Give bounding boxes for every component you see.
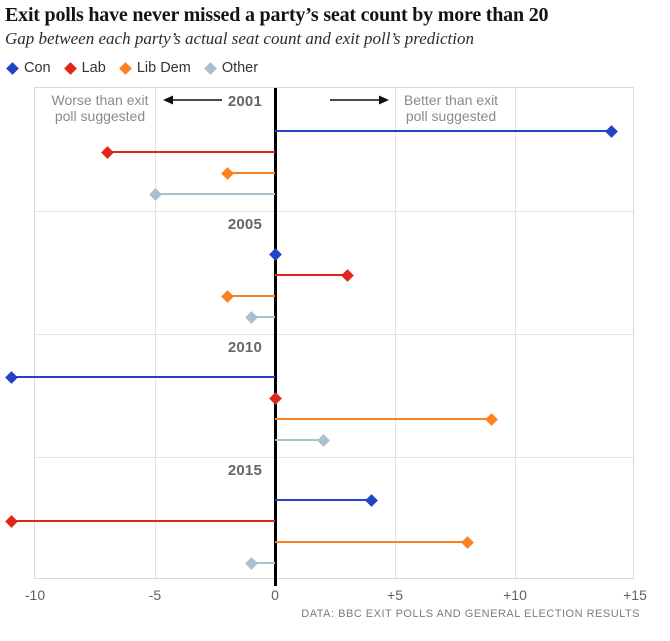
point-lib-dem-2015 bbox=[460, 535, 474, 549]
point-other-2015 bbox=[244, 556, 258, 570]
stem-lab-2015 bbox=[11, 520, 275, 522]
annotation-worse: Worse than exit poll suggested bbox=[51, 92, 149, 124]
point-other-2001 bbox=[148, 187, 162, 201]
stem-lab-2005 bbox=[275, 274, 347, 276]
legend-item-con: Con bbox=[6, 60, 51, 76]
stem-lab-2001 bbox=[107, 151, 275, 153]
point-lib-dem-2001 bbox=[220, 166, 234, 180]
point-other-2005 bbox=[244, 310, 258, 324]
stem-con-2001 bbox=[275, 130, 611, 132]
stem-con-2010 bbox=[11, 376, 275, 378]
stem-other-2015 bbox=[251, 562, 275, 564]
point-con-2005 bbox=[268, 247, 282, 261]
diamond-icon bbox=[6, 61, 19, 75]
x-tick-label-plus5: +5 bbox=[387, 587, 403, 603]
legend-label: Lab bbox=[81, 60, 106, 76]
diamond-icon bbox=[63, 61, 77, 75]
stem-lib-dem-2015 bbox=[275, 541, 467, 543]
legend-label: Lib Dem bbox=[136, 60, 191, 76]
chart-title: Exit polls have never missed a party’s s… bbox=[5, 4, 549, 26]
data-source-note: DATA: BBC EXIT POLLS AND GENERAL ELECTIO… bbox=[301, 608, 640, 620]
chart-subtitle: Gap between each party’s actual seat cou… bbox=[5, 29, 474, 48]
stem-lib-dem-2005 bbox=[227, 295, 275, 297]
point-lab-2015 bbox=[4, 514, 18, 528]
zero-axis-line bbox=[273, 88, 277, 586]
x-tick-label-plus10: +10 bbox=[503, 587, 527, 603]
year-label-2005: 2005 bbox=[227, 216, 262, 233]
year-label-2010: 2010 bbox=[227, 339, 262, 356]
point-lab-2001 bbox=[100, 145, 114, 159]
point-lab-2010 bbox=[268, 391, 282, 405]
legend-item-lib-dem: Lib Dem bbox=[118, 60, 191, 76]
left-arrow-icon bbox=[163, 95, 222, 105]
point-lab-2005 bbox=[340, 268, 354, 282]
point-con-2015 bbox=[364, 493, 378, 507]
point-con-2001 bbox=[604, 124, 618, 138]
point-other-2010 bbox=[316, 433, 330, 447]
legend-item-lab: Lab bbox=[63, 60, 106, 76]
gridline-horizontal bbox=[35, 211, 635, 212]
stem-other-2010 bbox=[275, 439, 323, 441]
gridline-horizontal bbox=[35, 334, 635, 335]
diamond-icon bbox=[203, 61, 217, 75]
x-tick-label-minus10: -10 bbox=[24, 587, 46, 603]
point-lib-dem-2005 bbox=[220, 289, 234, 303]
x-tick-label-minus5: -5 bbox=[148, 587, 162, 603]
year-label-2015: 2015 bbox=[227, 462, 262, 479]
stem-lib-dem-2001 bbox=[227, 172, 275, 174]
stem-lib-dem-2010 bbox=[275, 418, 491, 420]
x-tick-label-plus15: +15 bbox=[623, 587, 647, 603]
right-arrow-icon bbox=[330, 95, 389, 105]
point-lib-dem-2010 bbox=[484, 412, 498, 426]
plot-area: Worse than exit poll suggested Better th… bbox=[4, 87, 647, 603]
annotation-better: Better than exit poll suggested bbox=[403, 92, 499, 124]
stem-other-2001 bbox=[155, 193, 275, 195]
legend-label: Con bbox=[24, 60, 51, 76]
legend: Con Lab Lib Dem Other bbox=[6, 60, 259, 76]
stem-other-2005 bbox=[251, 316, 275, 318]
stem-con-2015 bbox=[275, 499, 371, 501]
year-label-2001: 2001 bbox=[227, 93, 262, 110]
legend-item-other: Other bbox=[203, 60, 259, 76]
diamond-icon bbox=[118, 61, 132, 75]
x-tick-label-0: 0 bbox=[271, 587, 279, 603]
legend-label: Other bbox=[221, 60, 259, 76]
point-con-2010 bbox=[4, 370, 18, 384]
gridline-horizontal bbox=[35, 457, 635, 458]
